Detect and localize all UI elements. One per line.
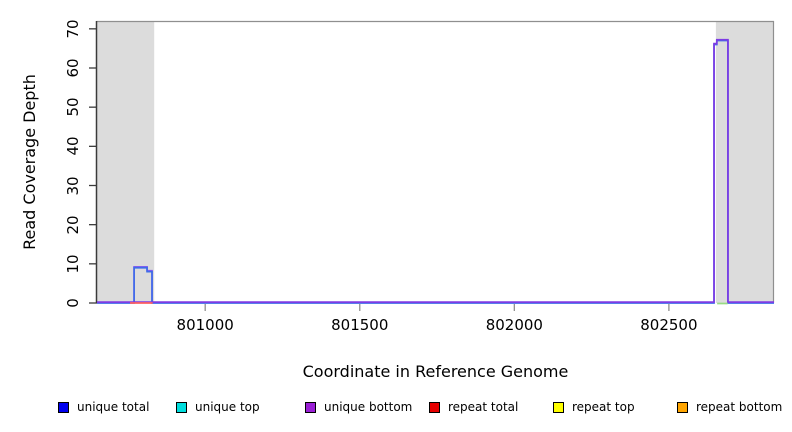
legend-swatch-repeat-bottom [677,402,688,413]
x-tick-label-802500: 802500 [640,316,698,334]
y-axis-title: Read Coverage Depth [20,74,39,250]
y-tick-label-50: 50 [64,97,82,117]
x-tick-label-801000: 801000 [176,316,234,334]
x-tick-label-802000: 802000 [485,316,543,334]
y-tick-label-40: 40 [64,136,82,156]
y-tick-label-10: 10 [64,254,82,274]
legend-label: unique total [77,400,150,414]
y-tick-label-70: 70 [64,19,82,39]
legend-swatch-unique-bottom [305,402,316,413]
y-tick-label-0: 0 [64,298,82,308]
y-tick-label-20: 20 [64,215,82,235]
legend-label: repeat bottom [696,400,783,414]
legend-swatch-repeat-top [553,402,564,413]
unique-bottom-line [97,38,774,303]
shaded-region-1 [715,21,774,303]
x-tick-label-801500: 801500 [331,316,389,334]
legend-label: unique bottom [324,400,413,414]
y-tick-label-60: 60 [64,58,82,78]
legend-swatch-repeat-total [429,402,440,413]
legend-label: repeat total [448,400,519,414]
legend-label: repeat top [572,400,635,414]
shaded-region-0 [97,21,155,303]
unique-total-line [97,39,774,304]
x-axis-title: Coordinate in Reference Genome [302,362,569,381]
legend-swatch-unique-top [176,402,187,413]
y-tick-label-30: 30 [64,175,82,196]
legend-swatch-unique-total [58,402,69,413]
legend-label: unique top [195,400,260,414]
